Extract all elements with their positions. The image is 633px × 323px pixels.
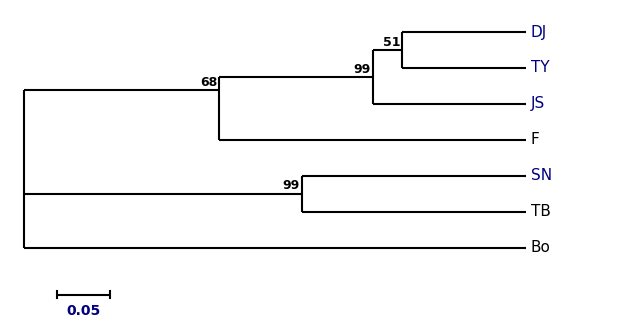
Text: 51: 51: [383, 36, 401, 48]
Text: 99: 99: [354, 63, 371, 76]
Text: SN: SN: [531, 168, 552, 183]
Text: TB: TB: [531, 204, 551, 219]
Text: 68: 68: [200, 76, 217, 89]
Text: Bo: Bo: [531, 240, 551, 255]
Text: TY: TY: [531, 60, 549, 76]
Text: F: F: [531, 132, 540, 147]
Text: DJ: DJ: [531, 25, 547, 39]
Text: 0.05: 0.05: [66, 304, 100, 318]
Text: 99: 99: [283, 180, 300, 193]
Text: JS: JS: [531, 97, 545, 111]
